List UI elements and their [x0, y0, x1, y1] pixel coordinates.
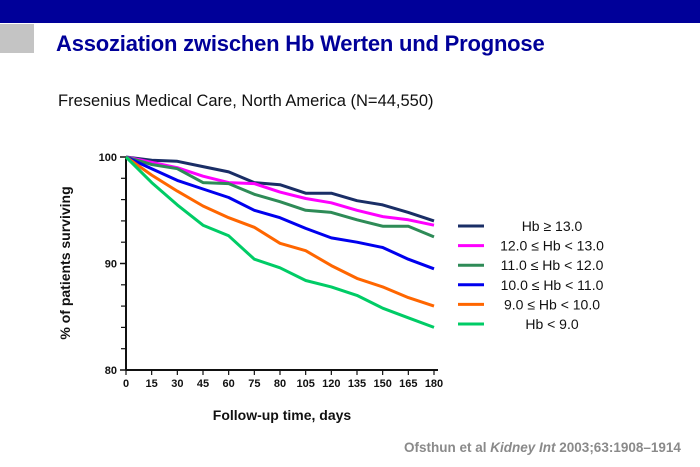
x-axis-title: Follow-up time, days	[213, 407, 352, 423]
citation-journal: Kidney Int	[490, 440, 556, 455]
x-tick-label: 15	[146, 378, 158, 390]
series-line	[125, 155, 435, 271]
citation-authors: Ofsthun et al	[404, 440, 491, 455]
x-tick-label: 60	[223, 378, 235, 390]
x-tick-label: 30	[171, 378, 183, 390]
slide-subtitle: Fresenius Medical Care, North America (N…	[58, 92, 434, 110]
header-bar	[0, 0, 700, 23]
series-line	[124, 155, 435, 329]
series-line	[125, 155, 435, 223]
chart-legend: Hb ≥ 13.0 12.0 ≤ Hb < 13.0 11.0 ≤ Hb < 12.…	[458, 218, 604, 332]
x-tick-label: 165	[399, 378, 417, 390]
chart-series	[124, 155, 435, 329]
legend-label: Hb ≥ 13.0	[522, 218, 583, 234]
x-tick-label: 45	[197, 378, 209, 390]
x-tick-label: 105	[296, 378, 314, 390]
legend-label: 12.0 ≤ Hb < 13.0	[500, 238, 604, 254]
x-tick-label: 180	[425, 378, 443, 390]
citation-reference: 2003;63:1908–1914	[555, 440, 681, 455]
series-line	[125, 155, 435, 239]
chart-axes: 80 90 100 0 15 30 45 60 75 80 105 120 135 150 165 180	[99, 152, 444, 390]
citation: Ofsthun et al Kidney Int 2003;63:1908–19…	[404, 440, 681, 455]
y-axis-title: % of patients surviving	[57, 186, 73, 339]
x-tick-label: 150	[373, 378, 391, 390]
legend-label: Hb < 9.0	[525, 316, 579, 332]
x-tick-label: 135	[348, 378, 366, 390]
x-tick-label: 0	[123, 378, 129, 390]
side-accent-block	[0, 24, 34, 53]
legend-label: 10.0 ≤ Hb < 11.0	[501, 277, 604, 293]
x-tick-label: 120	[322, 378, 340, 390]
slide-title: Assoziation zwischen Hb Werten und Progn…	[56, 31, 545, 56]
x-tick-label: 80	[274, 378, 286, 390]
legend-label: 11.0 ≤ Hb < 12.0	[501, 257, 604, 273]
series-line	[125, 155, 435, 308]
x-tick-label: 75	[248, 378, 260, 390]
y-tick-label: 80	[105, 365, 117, 377]
y-tick-label: 90	[105, 259, 117, 271]
legend-label: 9.0 ≤ Hb < 10.0	[504, 296, 600, 312]
y-tick-label: 100	[99, 152, 117, 164]
